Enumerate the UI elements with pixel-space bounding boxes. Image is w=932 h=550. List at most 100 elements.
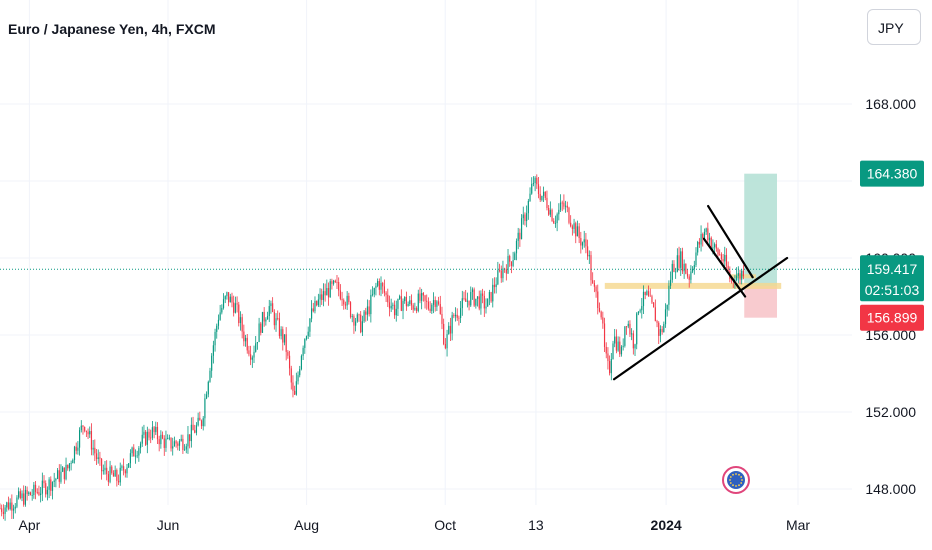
candle-body xyxy=(58,470,60,482)
candle-body xyxy=(558,209,560,215)
price-tag xyxy=(860,304,924,331)
candle-body xyxy=(620,346,623,355)
candle-body xyxy=(106,467,108,475)
candle-body xyxy=(78,430,81,448)
candle-body xyxy=(510,261,512,266)
candle-body xyxy=(107,474,109,482)
candle-body xyxy=(53,480,55,483)
candle-body xyxy=(587,246,589,257)
candle-body xyxy=(224,296,226,300)
candle-body xyxy=(200,420,203,427)
candle-body xyxy=(273,312,275,326)
candle-body xyxy=(256,342,258,344)
candle-body xyxy=(299,369,301,376)
candle-body xyxy=(678,255,680,268)
candle-body xyxy=(371,294,374,296)
candle-body xyxy=(360,314,362,333)
candle-body xyxy=(265,319,267,322)
candle-body xyxy=(290,368,292,383)
candle-body xyxy=(529,193,531,201)
eu-star xyxy=(738,484,740,487)
candle-body xyxy=(23,493,25,505)
candle-body xyxy=(339,290,341,299)
candle-body xyxy=(639,310,641,312)
candle-body xyxy=(90,431,93,450)
candle-body xyxy=(375,285,377,288)
candle-body xyxy=(338,282,340,291)
candle-body xyxy=(40,493,42,495)
candle-body xyxy=(258,323,260,343)
candle-body xyxy=(514,253,516,261)
candle-body xyxy=(6,502,8,508)
currency-button[interactable]: JPY xyxy=(867,9,921,45)
eu-star xyxy=(740,476,743,478)
candle-body xyxy=(250,354,252,360)
candle-body xyxy=(541,195,543,200)
candle-body xyxy=(629,323,631,335)
eu-star xyxy=(741,479,743,481)
candle-body xyxy=(722,258,724,262)
candle-body xyxy=(326,288,328,296)
candle-body xyxy=(583,239,585,243)
candle-body xyxy=(570,222,572,227)
candle-body xyxy=(402,301,404,311)
candle-body xyxy=(344,304,347,306)
candle-body xyxy=(155,426,157,433)
candle-body xyxy=(534,177,536,184)
candle-body xyxy=(48,479,50,490)
candle-body xyxy=(612,343,614,360)
candles xyxy=(0,174,744,521)
candle-body xyxy=(104,467,106,471)
candle-body xyxy=(441,313,443,324)
candle-body xyxy=(272,303,274,313)
candle-body xyxy=(170,437,172,449)
candle-body xyxy=(14,506,16,509)
candle-body xyxy=(480,293,482,309)
candle-body xyxy=(434,300,436,307)
stop-zone xyxy=(744,285,777,318)
candle-body xyxy=(199,417,201,421)
candle-body xyxy=(145,431,147,445)
candle-body xyxy=(321,294,323,300)
candle-body xyxy=(644,291,646,295)
candle-body xyxy=(231,296,233,303)
candle-body xyxy=(730,279,733,280)
candle-body xyxy=(195,425,198,433)
candle-body xyxy=(295,381,297,395)
candle-body xyxy=(522,214,524,219)
candle-body xyxy=(705,228,707,232)
candle-body xyxy=(101,458,103,472)
candle-body xyxy=(531,183,533,194)
candle-body xyxy=(238,304,240,324)
eu-flag-icon xyxy=(727,471,745,489)
candle-body xyxy=(407,303,409,307)
candle-body xyxy=(500,270,502,279)
y-tick-label: 156.000 xyxy=(865,327,916,343)
candle-body xyxy=(263,311,265,322)
candle-body xyxy=(444,344,446,349)
candle-body xyxy=(194,430,196,433)
candle-body xyxy=(388,302,391,309)
candle-body xyxy=(609,361,611,374)
candle-body xyxy=(277,318,279,319)
candle-body xyxy=(117,480,120,483)
candle-body xyxy=(622,345,624,347)
candle-body xyxy=(177,443,179,446)
candle-body xyxy=(661,329,663,333)
candle-body xyxy=(214,331,216,346)
candle-body xyxy=(415,308,418,311)
candle-body xyxy=(395,308,397,316)
candle-body xyxy=(287,351,289,356)
candle-body xyxy=(116,470,118,481)
candle-body xyxy=(229,296,231,303)
candle-body xyxy=(358,314,360,316)
price-tag-label: 156.899 xyxy=(867,310,918,326)
candle-body xyxy=(292,382,294,391)
candle-body xyxy=(68,463,71,469)
candle-body xyxy=(158,439,160,445)
chart-title: Euro / Japanese Yen, 4h, FXCM xyxy=(8,21,216,37)
candle-body xyxy=(131,447,133,454)
price-tag xyxy=(860,160,924,187)
candle-body xyxy=(80,425,82,431)
